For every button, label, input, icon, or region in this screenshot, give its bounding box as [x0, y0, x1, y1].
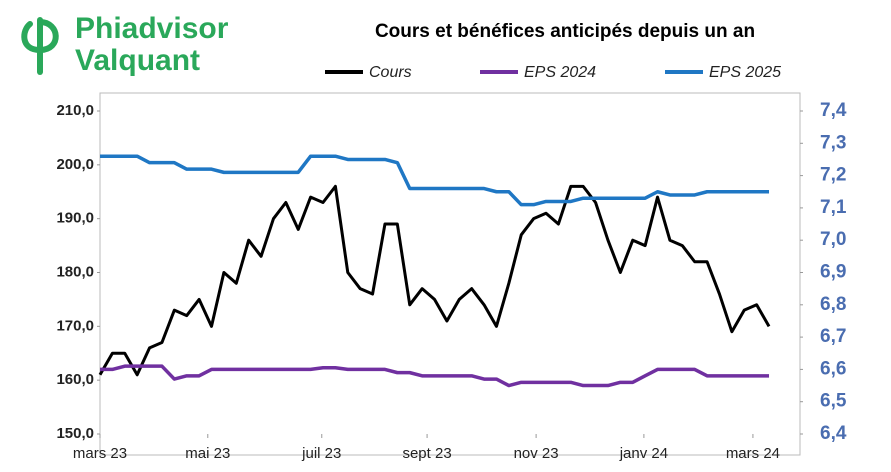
brand-line2: Valquant: [75, 44, 200, 77]
x-tick-label: janv 24: [619, 445, 668, 462]
y2-tick-label: 6,4: [820, 423, 847, 444]
y-tick-label: 160,0: [56, 371, 94, 388]
y-tick-label: 180,0: [56, 263, 94, 280]
brand-line1: Phiadvisor: [75, 12, 229, 45]
y-tick-label: 210,0: [56, 102, 94, 119]
x-tick-label: mars 23: [73, 445, 127, 462]
legend-label: EPS 2025: [709, 64, 781, 81]
x-tick-label: juil 23: [301, 445, 341, 462]
y2-tick-label: 7,0: [820, 229, 846, 250]
series-line: [98, 184, 771, 377]
x-tick-label: nov 23: [514, 445, 559, 462]
series-line: [100, 154, 770, 207]
y2-tick-label: 6,7: [820, 326, 846, 347]
y2-tick-label: 7,1: [820, 197, 847, 218]
y2-tick-label: 6,9: [820, 262, 846, 283]
y2-tick-label: 7,3: [820, 132, 846, 153]
x-tick-label: mars 24: [726, 445, 780, 462]
y-tick-label: 150,0: [56, 425, 94, 442]
chart-title: Cours et bénéfices anticipés depuis un a…: [375, 21, 755, 42]
series-line: [100, 364, 770, 388]
y2-tick-label: 6,6: [820, 358, 846, 379]
legend-label: EPS 2024: [524, 64, 596, 81]
x-tick-label: mai 23: [185, 445, 230, 462]
y2-tick-label: 7,4: [820, 100, 847, 121]
y2-tick-label: 6,8: [820, 294, 846, 315]
y-tick-label: 170,0: [56, 317, 94, 334]
y-tick-label: 200,0: [56, 156, 94, 173]
plot-frame: [99, 92, 801, 456]
y2-tick-label: 7,2: [820, 165, 846, 186]
x-tick-label: sept 23: [402, 445, 451, 462]
y2-tick-label: 6,5: [820, 391, 847, 412]
logo-icon: [21, 17, 59, 75]
y-tick-label: 190,0: [56, 210, 94, 227]
legend-label: Cours: [369, 64, 412, 81]
